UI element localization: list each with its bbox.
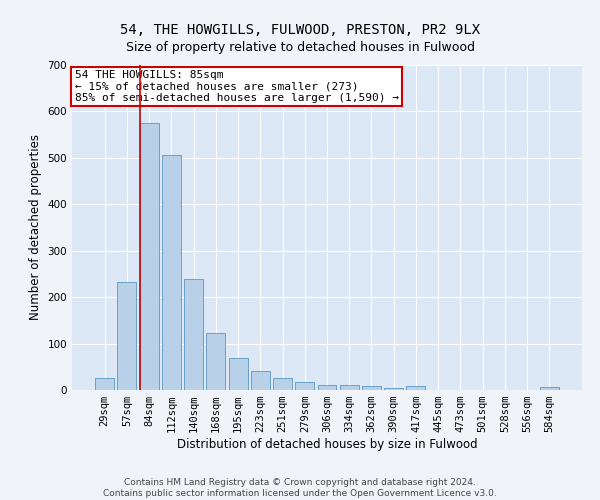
Bar xyxy=(206,333,225,390)
Bar xyxy=(273,378,292,390)
Y-axis label: Number of detached properties: Number of detached properties xyxy=(29,134,42,320)
Bar xyxy=(118,282,136,390)
Bar xyxy=(95,378,114,390)
Text: Size of property relative to detached houses in Fulwood: Size of property relative to detached ho… xyxy=(125,41,475,54)
Text: 54 THE HOWGILLS: 85sqm
← 15% of detached houses are smaller (273)
85% of semi-de: 54 THE HOWGILLS: 85sqm ← 15% of detached… xyxy=(74,70,398,103)
Text: Contains HM Land Registry data © Crown copyright and database right 2024.
Contai: Contains HM Land Registry data © Crown c… xyxy=(103,478,497,498)
Bar xyxy=(162,154,181,390)
Bar xyxy=(362,386,381,390)
Bar xyxy=(184,278,203,390)
Bar xyxy=(340,386,359,390)
X-axis label: Distribution of detached houses by size in Fulwood: Distribution of detached houses by size … xyxy=(176,438,478,451)
Bar xyxy=(406,386,425,390)
Bar xyxy=(295,382,314,390)
Bar xyxy=(384,388,403,390)
Bar xyxy=(229,358,248,390)
Bar xyxy=(251,372,270,390)
Text: 54, THE HOWGILLS, FULWOOD, PRESTON, PR2 9LX: 54, THE HOWGILLS, FULWOOD, PRESTON, PR2 … xyxy=(120,22,480,36)
Bar xyxy=(317,386,337,390)
Bar xyxy=(140,123,158,390)
Bar xyxy=(540,387,559,390)
